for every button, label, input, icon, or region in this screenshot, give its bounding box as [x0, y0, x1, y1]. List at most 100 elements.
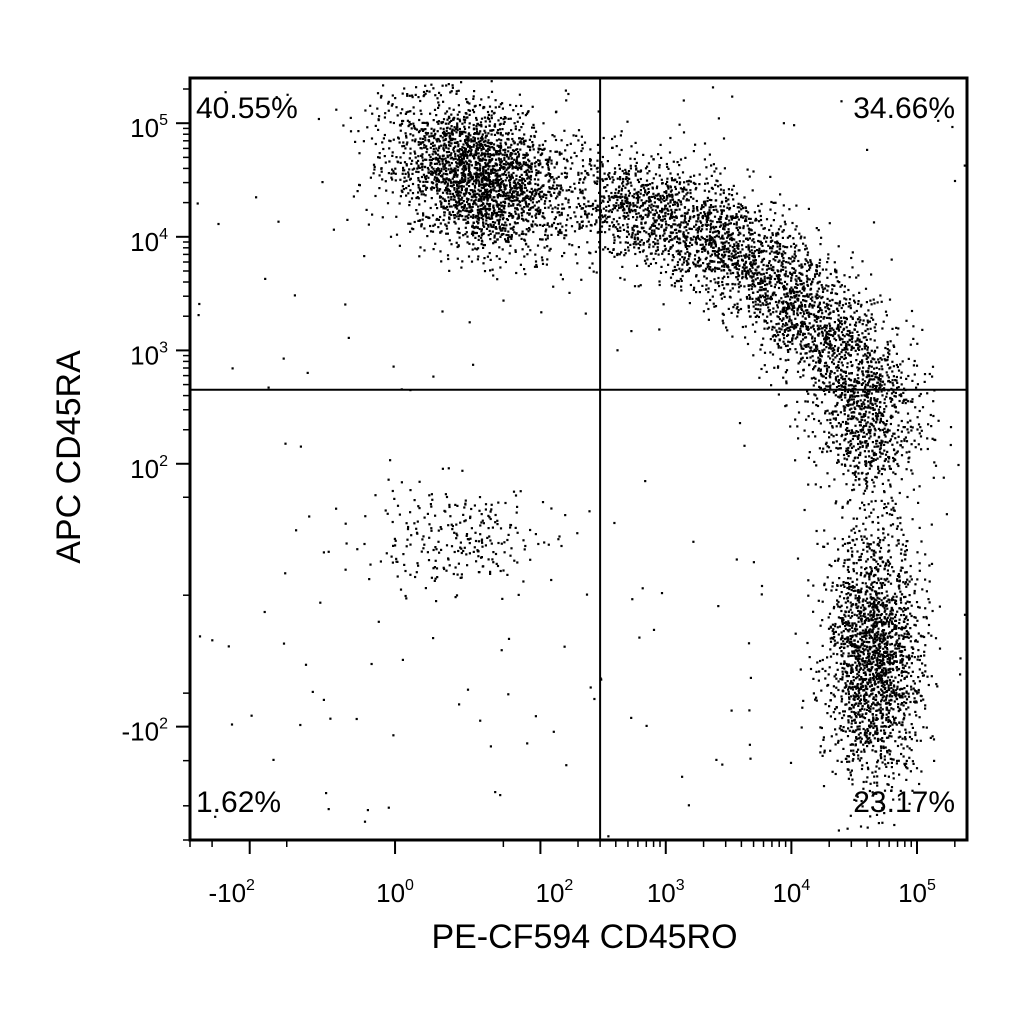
event-dot [433, 162, 437, 165]
event-dot [424, 188, 427, 191]
event-dot [843, 348, 846, 351]
event-dot [664, 212, 667, 215]
event-dot [423, 158, 427, 161]
event-dot [756, 273, 759, 276]
event-dot [378, 152, 381, 155]
event-dot [632, 243, 635, 246]
event-dot [460, 266, 463, 269]
event-dot [548, 249, 551, 252]
event-dot [521, 214, 524, 217]
event-dot [865, 354, 868, 357]
event-dot [448, 205, 451, 208]
event-dot [457, 166, 460, 169]
event-dot [846, 390, 849, 393]
event-dot [657, 242, 660, 245]
event-dot [835, 386, 839, 389]
event-dot [476, 148, 479, 151]
event-dot [883, 431, 886, 434]
event-dot [524, 200, 527, 203]
event-dot [477, 152, 480, 155]
event-dot [541, 195, 544, 198]
event-dot [789, 262, 792, 265]
event-dot [436, 178, 439, 181]
event-dot [650, 203, 653, 206]
event-dot [642, 243, 645, 246]
event-dot [738, 240, 741, 243]
event-dot [510, 193, 514, 196]
event-dot [827, 355, 830, 358]
event-dot [523, 156, 527, 159]
event-dot [346, 218, 349, 221]
event-dot [520, 104, 523, 107]
event-dot [413, 140, 417, 143]
event-dot [793, 246, 797, 249]
event-dot [479, 139, 482, 143]
event-dot [430, 173, 433, 176]
event-dot [759, 218, 763, 222]
event-dot [534, 208, 537, 211]
event-dot [857, 472, 860, 475]
event-dot [730, 311, 733, 314]
event-dot [639, 177, 642, 181]
event-dot [793, 250, 797, 253]
event-dot [661, 207, 664, 210]
event-dot [496, 278, 499, 281]
event-dot [544, 200, 547, 203]
event-dot [821, 286, 824, 289]
event-dot [827, 285, 830, 288]
event-dot [407, 110, 410, 113]
event-dot [489, 269, 492, 272]
event-dot [478, 193, 481, 196]
event-dot [789, 348, 792, 351]
event-dot [442, 205, 445, 208]
event-dot [702, 246, 705, 249]
event-dot [450, 113, 453, 116]
event-dot [446, 182, 449, 185]
event-dot [784, 371, 787, 374]
event-dot [427, 176, 430, 179]
event-dot [444, 188, 448, 192]
event-dot [860, 405, 863, 408]
event-dot [497, 232, 500, 235]
event-dot [480, 186, 483, 189]
event-dot [510, 153, 513, 156]
event-dot [876, 346, 879, 349]
event-dot [486, 191, 489, 194]
event-dot [633, 193, 636, 196]
event-dot [717, 276, 720, 280]
event-dot [556, 195, 559, 198]
event-dot [492, 143, 496, 146]
event-dot [883, 358, 886, 361]
event-dot [521, 199, 524, 202]
event-dot [501, 107, 504, 110]
event-dot [682, 231, 685, 234]
event-dot [514, 210, 517, 213]
event-dot [514, 190, 517, 193]
event-dot [593, 180, 596, 183]
event-dot [480, 117, 484, 120]
event-dot [399, 129, 402, 132]
event-dot [397, 136, 400, 139]
event-dot [408, 123, 411, 126]
event-dot [559, 228, 562, 231]
event-dot [432, 150, 435, 153]
event-dot [818, 351, 821, 354]
event-dot [417, 131, 421, 134]
event-dot [709, 222, 713, 225]
event-dot [682, 221, 685, 224]
event-dot [463, 146, 466, 150]
event-dot [667, 213, 670, 216]
event-dot [574, 253, 577, 256]
event-dot [809, 346, 812, 350]
event-dot [550, 194, 553, 198]
event-dot [462, 179, 465, 182]
event-dot [448, 144, 451, 147]
event-dot [489, 208, 492, 211]
event-dot [499, 158, 503, 161]
event-dot [461, 132, 464, 135]
event-dot [765, 271, 768, 274]
event-dot [826, 336, 829, 339]
event-dot [437, 122, 440, 125]
event-dot [690, 243, 694, 246]
event-dot [581, 143, 584, 146]
